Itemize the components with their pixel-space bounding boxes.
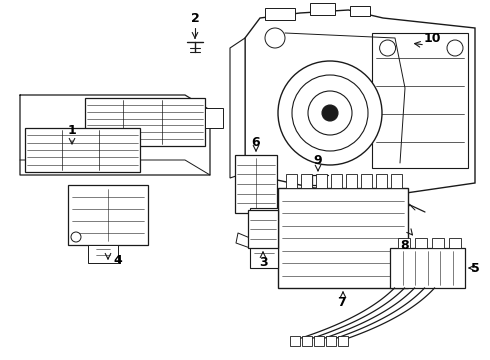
- Bar: [310, 3, 335, 15]
- Bar: [85, 98, 205, 146]
- Polygon shape: [230, 38, 245, 178]
- Bar: [205, 108, 223, 128]
- Circle shape: [292, 75, 368, 151]
- Bar: [391, 174, 402, 188]
- Circle shape: [278, 61, 382, 165]
- Text: 5: 5: [470, 261, 479, 274]
- Text: 7: 7: [338, 296, 346, 309]
- Text: 4: 4: [114, 253, 122, 266]
- Bar: [346, 174, 357, 188]
- Circle shape: [71, 232, 81, 242]
- Bar: [449, 238, 461, 248]
- Bar: [371, 33, 468, 168]
- Polygon shape: [245, 10, 475, 193]
- Bar: [361, 174, 372, 188]
- Text: 9: 9: [314, 153, 322, 166]
- Circle shape: [380, 40, 395, 56]
- Bar: [278, 188, 408, 288]
- Bar: [390, 248, 465, 288]
- Bar: [314, 336, 324, 346]
- Bar: [316, 174, 327, 188]
- Circle shape: [265, 28, 285, 48]
- Text: 10: 10: [423, 32, 441, 45]
- Circle shape: [308, 91, 352, 135]
- Bar: [88, 245, 118, 263]
- Bar: [415, 238, 427, 248]
- Circle shape: [447, 40, 463, 56]
- Circle shape: [322, 105, 338, 121]
- Bar: [432, 238, 444, 248]
- Bar: [331, 174, 342, 188]
- Text: 2: 2: [191, 12, 199, 24]
- Bar: [286, 174, 297, 188]
- Bar: [250, 208, 278, 268]
- Bar: [398, 238, 410, 248]
- Bar: [235, 155, 277, 213]
- Bar: [302, 336, 312, 346]
- Bar: [68, 185, 148, 245]
- Bar: [248, 210, 278, 248]
- Bar: [25, 128, 140, 172]
- Bar: [376, 174, 387, 188]
- Bar: [290, 336, 300, 346]
- Text: 1: 1: [68, 123, 76, 136]
- Text: 3: 3: [259, 256, 268, 269]
- Bar: [265, 8, 295, 20]
- Bar: [326, 336, 336, 346]
- Text: 6: 6: [252, 135, 260, 149]
- Bar: [301, 174, 312, 188]
- Text: 8: 8: [401, 239, 409, 252]
- Bar: [382, 216, 396, 226]
- Bar: [350, 6, 370, 16]
- Bar: [338, 336, 348, 346]
